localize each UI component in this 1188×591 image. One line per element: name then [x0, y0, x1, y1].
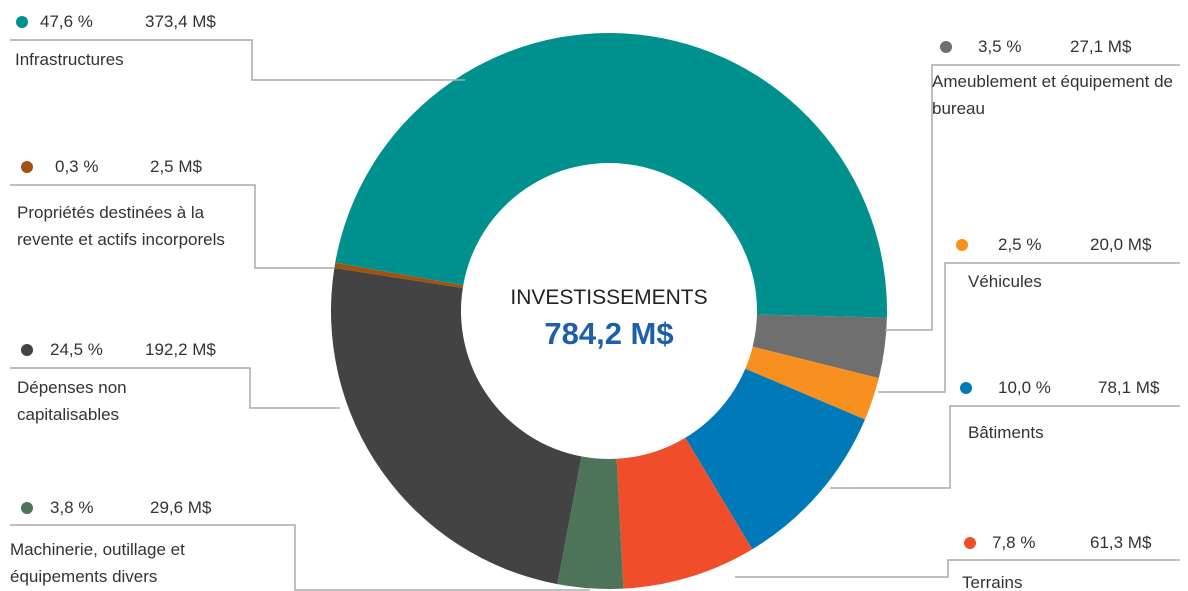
slice — [557, 456, 624, 589]
category-label: Machinerie, outillage et équipements div… — [10, 540, 185, 586]
leader-line — [10, 524, 590, 591]
leader-line — [10, 184, 335, 269]
legend-dot — [956, 239, 968, 251]
amount-label: 192,2 M$ — [145, 340, 216, 359]
category-label: Terrains — [962, 573, 1023, 591]
category-label: Propriétés destinées à la revente et act… — [17, 203, 225, 249]
percent-label: 3,8 % — [50, 498, 94, 517]
amount-label: 27,1 M$ — [1070, 37, 1132, 56]
center-title: INVESTISSEMENTS — [510, 286, 708, 309]
slice — [334, 262, 464, 289]
slice — [616, 437, 753, 589]
leader-line — [10, 367, 340, 409]
category-label: Infrastructures — [15, 50, 124, 69]
legend-dot — [940, 41, 952, 53]
legend-dot — [16, 16, 28, 28]
category-label: Ameublement et équipement de bureau — [932, 72, 1173, 118]
slice — [331, 267, 582, 585]
leader-line — [885, 64, 1180, 331]
legend-dot — [960, 382, 972, 394]
amount-label: 78,1 M$ — [1098, 378, 1160, 397]
legend-dot — [21, 161, 33, 173]
slice — [685, 368, 865, 550]
legend-dot — [21, 502, 33, 514]
legend-dot — [964, 537, 976, 549]
leader-line — [830, 405, 1180, 489]
percent-label: 24,5 % — [50, 340, 103, 359]
percent-label: 2,5 % — [998, 235, 1042, 254]
slice — [745, 346, 879, 420]
percent-label: 47,6 % — [40, 12, 93, 31]
percent-label: 0,3 % — [55, 157, 99, 176]
leader-line — [735, 559, 1180, 578]
leader-line — [878, 262, 1180, 393]
leader-line — [10, 39, 465, 81]
legend-dot — [21, 344, 33, 356]
category-label: Dépenses non capitalisables — [17, 378, 127, 424]
slice — [335, 33, 887, 318]
amount-label: 29,6 M$ — [150, 498, 212, 517]
amount-label: 20,0 M$ — [1090, 235, 1152, 254]
slice — [752, 314, 887, 379]
amount-label: 61,3 M$ — [1090, 533, 1152, 552]
amount-label: 2,5 M$ — [150, 157, 202, 176]
amount-label: 373,4 M$ — [145, 12, 216, 31]
category-label: Bâtiments — [968, 423, 1044, 442]
total-label: 784,2 M$ — [544, 316, 674, 351]
percent-label: 7,8 % — [992, 533, 1036, 552]
category-label: Véhicules — [968, 272, 1042, 291]
percent-label: 3,5 % — [978, 37, 1022, 56]
percent-label: 10,0 % — [998, 378, 1051, 397]
